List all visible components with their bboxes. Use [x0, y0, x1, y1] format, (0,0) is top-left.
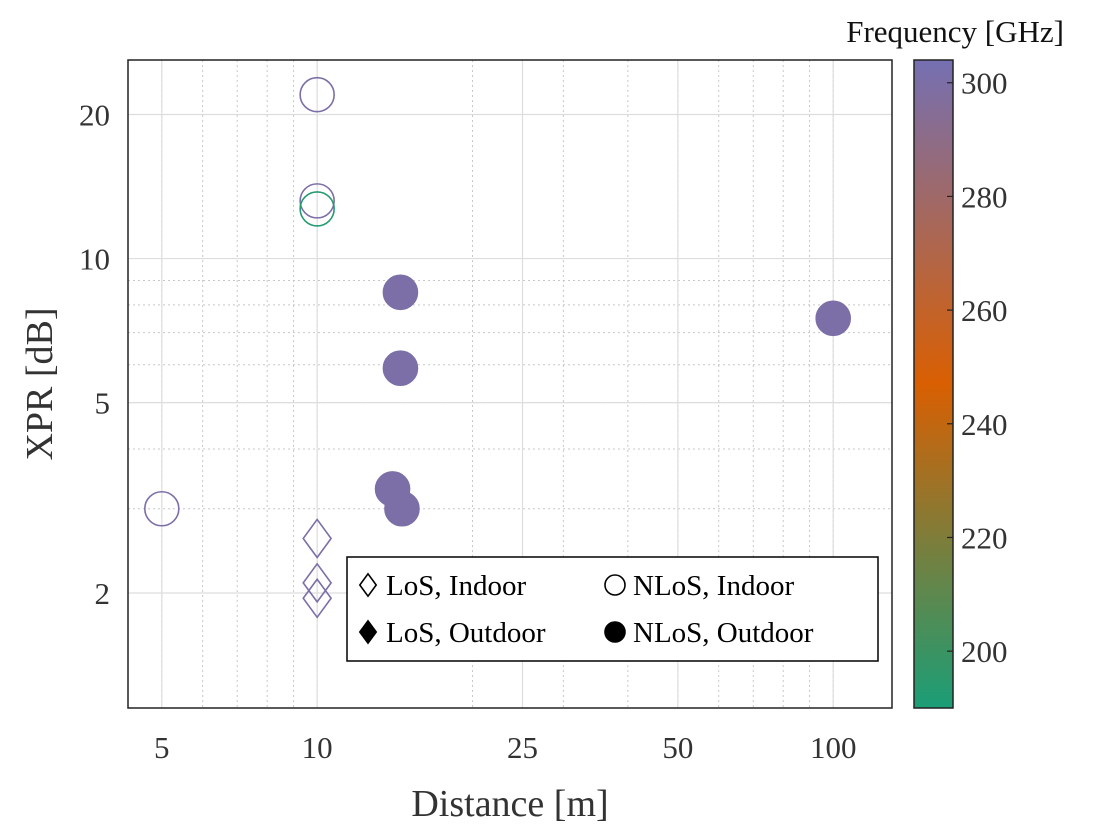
y-tick-label: 10 — [79, 242, 110, 277]
y-tick-labels: 2 5 10 20 — [79, 98, 110, 611]
diamond-marker — [302, 577, 333, 619]
colorbar-gradient — [913, 59, 954, 709]
colorbar-tick-label: 260 — [961, 293, 1008, 328]
circle-marker — [382, 350, 419, 387]
circle-marker — [815, 300, 851, 337]
colorbar-tick-label: 200 — [961, 634, 1008, 669]
colorbar-tick-label: 220 — [961, 520, 1008, 555]
colorbar-tick-label: 240 — [961, 407, 1008, 442]
x-tick-label: 25 — [507, 730, 538, 765]
legend-label: NLoS, Indoor — [633, 570, 794, 602]
legend-box — [346, 556, 879, 662]
data-points — [144, 76, 851, 619]
colorbar-title: Frequency [GHz] — [846, 14, 1064, 49]
legend-item: NLoS, Indoor — [604, 570, 794, 602]
plot-frame — [127, 59, 893, 709]
y-tick-label: 20 — [79, 98, 110, 133]
colorbar-tick-label: 300 — [961, 66, 1008, 101]
legend-label: LoS, Outdoor — [386, 617, 546, 649]
circle-marker — [382, 274, 419, 311]
legend-circle-symbol — [604, 621, 626, 643]
circle-marker — [144, 490, 180, 527]
legend-label: NLoS, Outdoor — [633, 617, 814, 649]
colorbar: Frequency [GHz] 200 220 240 260 280 300 — [846, 14, 1064, 709]
legend-items: LoS, Indoor NLoS, Indoor LoS, Outdoor NLoS,… — [358, 570, 814, 649]
x-tick-label: 5 — [154, 730, 170, 765]
colorbar-tick-label: 280 — [961, 179, 1008, 214]
circle-marker — [299, 191, 335, 227]
y-axis-title: XPR [dB] — [19, 307, 61, 460]
x-tick-label: 50 — [662, 730, 693, 765]
legend: LoS, Indoor NLoS, Indoor LoS, Outdoor NLoS,… — [346, 556, 879, 662]
legend-diamond-symbol — [358, 619, 378, 645]
x-tick-label: 100 — [810, 730, 857, 765]
circle-marker — [384, 490, 420, 527]
y-tick-label: 5 — [95, 386, 111, 421]
legend-item: NLoS, Outdoor — [604, 617, 814, 649]
x-tick-labels: 5 10 25 50 100 — [154, 730, 856, 765]
x-axis-title: Distance [m] — [411, 783, 608, 825]
colorbar-tick-labels: 200 220 240 260 280 300 — [947, 66, 1008, 669]
circle-marker — [299, 183, 335, 219]
x-tick-label: 10 — [302, 730, 333, 765]
legend-circle-symbol — [604, 574, 626, 596]
y-tick-label: 2 — [95, 576, 111, 611]
legend-diamond-symbol — [358, 572, 378, 598]
diamond-marker — [302, 518, 333, 559]
legend-item: LoS, Outdoor — [358, 617, 546, 649]
legend-item: LoS, Indoor — [358, 570, 527, 602]
legend-label: LoS, Indoor — [386, 570, 527, 602]
diamond-marker — [302, 562, 333, 604]
circle-marker — [299, 76, 335, 113]
